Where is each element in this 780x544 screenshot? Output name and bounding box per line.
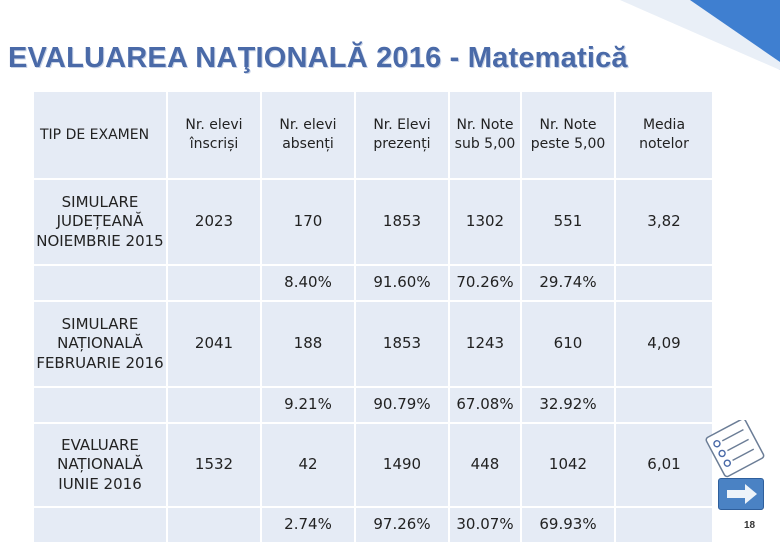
empty-cell <box>614 506 714 544</box>
pct-sub5: 30.07% <box>448 506 522 544</box>
pct-prezenti: 91.60% <box>354 264 450 302</box>
percentage-row: 2.74% 97.26% 30.07% 69.93% <box>32 506 714 544</box>
pct-absenti: 8.40% <box>260 264 356 302</box>
cell-media: 3,82 <box>614 178 714 266</box>
exam-name: SIMULARE JUDEȚEANĂ NOIEMBRIE 2015 <box>32 178 168 266</box>
cell-absenti: 42 <box>260 422 356 508</box>
cell-peste5: 1042 <box>520 422 616 508</box>
table-row: EVALUARE NAȚIONALĂ IUNIE 2016 1532 42 14… <box>32 422 714 508</box>
cell-media: 6,01 <box>614 422 714 508</box>
empty-cell <box>166 506 262 544</box>
cell-inscrisi: 1532 <box>166 422 262 508</box>
exam-name: SIMULARE NAȚIONALĂ FEBRUARIE 2016 <box>32 300 168 388</box>
cell-media: 4,09 <box>614 300 714 388</box>
empty-cell <box>32 264 168 302</box>
empty-cell <box>32 506 168 544</box>
pct-sub5: 70.26% <box>448 264 522 302</box>
table-header-row: TIP DE EXAMEN Nr. elevi înscriși Nr. ele… <box>32 90 714 180</box>
pct-prezenti: 97.26% <box>354 506 450 544</box>
cell-sub5: 1243 <box>448 300 522 388</box>
cell-sub5: 448 <box>448 422 522 508</box>
exam-name: EVALUARE NAȚIONALĂ IUNIE 2016 <box>32 422 168 508</box>
pct-peste5: 69.93% <box>520 506 616 544</box>
cell-peste5: 610 <box>520 300 616 388</box>
header-sub5: Nr. Note sub 5,00 <box>448 90 522 180</box>
pct-absenti: 2.74% <box>260 506 356 544</box>
cell-prezenti: 1490 <box>354 422 450 508</box>
header-inscrisi: Nr. elevi înscriși <box>166 90 262 180</box>
table-row: SIMULARE JUDEȚEANĂ NOIEMBRIE 2015 2023 1… <box>32 178 714 266</box>
pct-prezenti: 90.79% <box>354 386 450 424</box>
pct-peste5: 29.74% <box>520 264 616 302</box>
cell-sub5: 1302 <box>448 178 522 266</box>
pct-peste5: 32.92% <box>520 386 616 424</box>
cell-inscrisi: 2023 <box>166 178 262 266</box>
corner-decoration <box>620 0 780 70</box>
percentage-row: 9.21% 90.79% 67.08% 32.92% <box>32 386 714 424</box>
empty-cell <box>614 264 714 302</box>
table-row: SIMULARE NAȚIONALĂ FEBRUARIE 2016 2041 1… <box>32 300 714 388</box>
header-tip-examen: TIP DE EXAMEN <box>32 90 168 180</box>
header-absenti: Nr. elevi absenți <box>260 90 356 180</box>
percentage-row: 8.40% 91.60% 70.26% 29.74% <box>32 264 714 302</box>
cell-absenti: 170 <box>260 178 356 266</box>
header-peste5: Nr. Note peste 5,00 <box>520 90 616 180</box>
cell-prezenti: 1853 <box>354 178 450 266</box>
checklist-icon <box>705 420 765 478</box>
header-media: Media notelor <box>614 90 714 180</box>
empty-cell <box>166 386 262 424</box>
empty-cell <box>166 264 262 302</box>
next-slide-button[interactable] <box>718 478 764 510</box>
page-title: EVALUAREA NAŢIONALĂ 2016 - Matematică <box>8 42 628 74</box>
page-number: 18 <box>744 520 756 531</box>
cell-absenti: 188 <box>260 300 356 388</box>
pct-absenti: 9.21% <box>260 386 356 424</box>
empty-cell <box>614 386 714 424</box>
exam-results-table: TIP DE EXAMEN Nr. elevi înscriși Nr. ele… <box>32 90 714 544</box>
pct-sub5: 67.08% <box>448 386 522 424</box>
empty-cell <box>32 386 168 424</box>
arrow-right-icon <box>727 484 757 504</box>
cell-inscrisi: 2041 <box>166 300 262 388</box>
header-prezenti: Nr. Elevi prezenți <box>354 90 450 180</box>
cell-prezenti: 1853 <box>354 300 450 388</box>
cell-peste5: 551 <box>520 178 616 266</box>
